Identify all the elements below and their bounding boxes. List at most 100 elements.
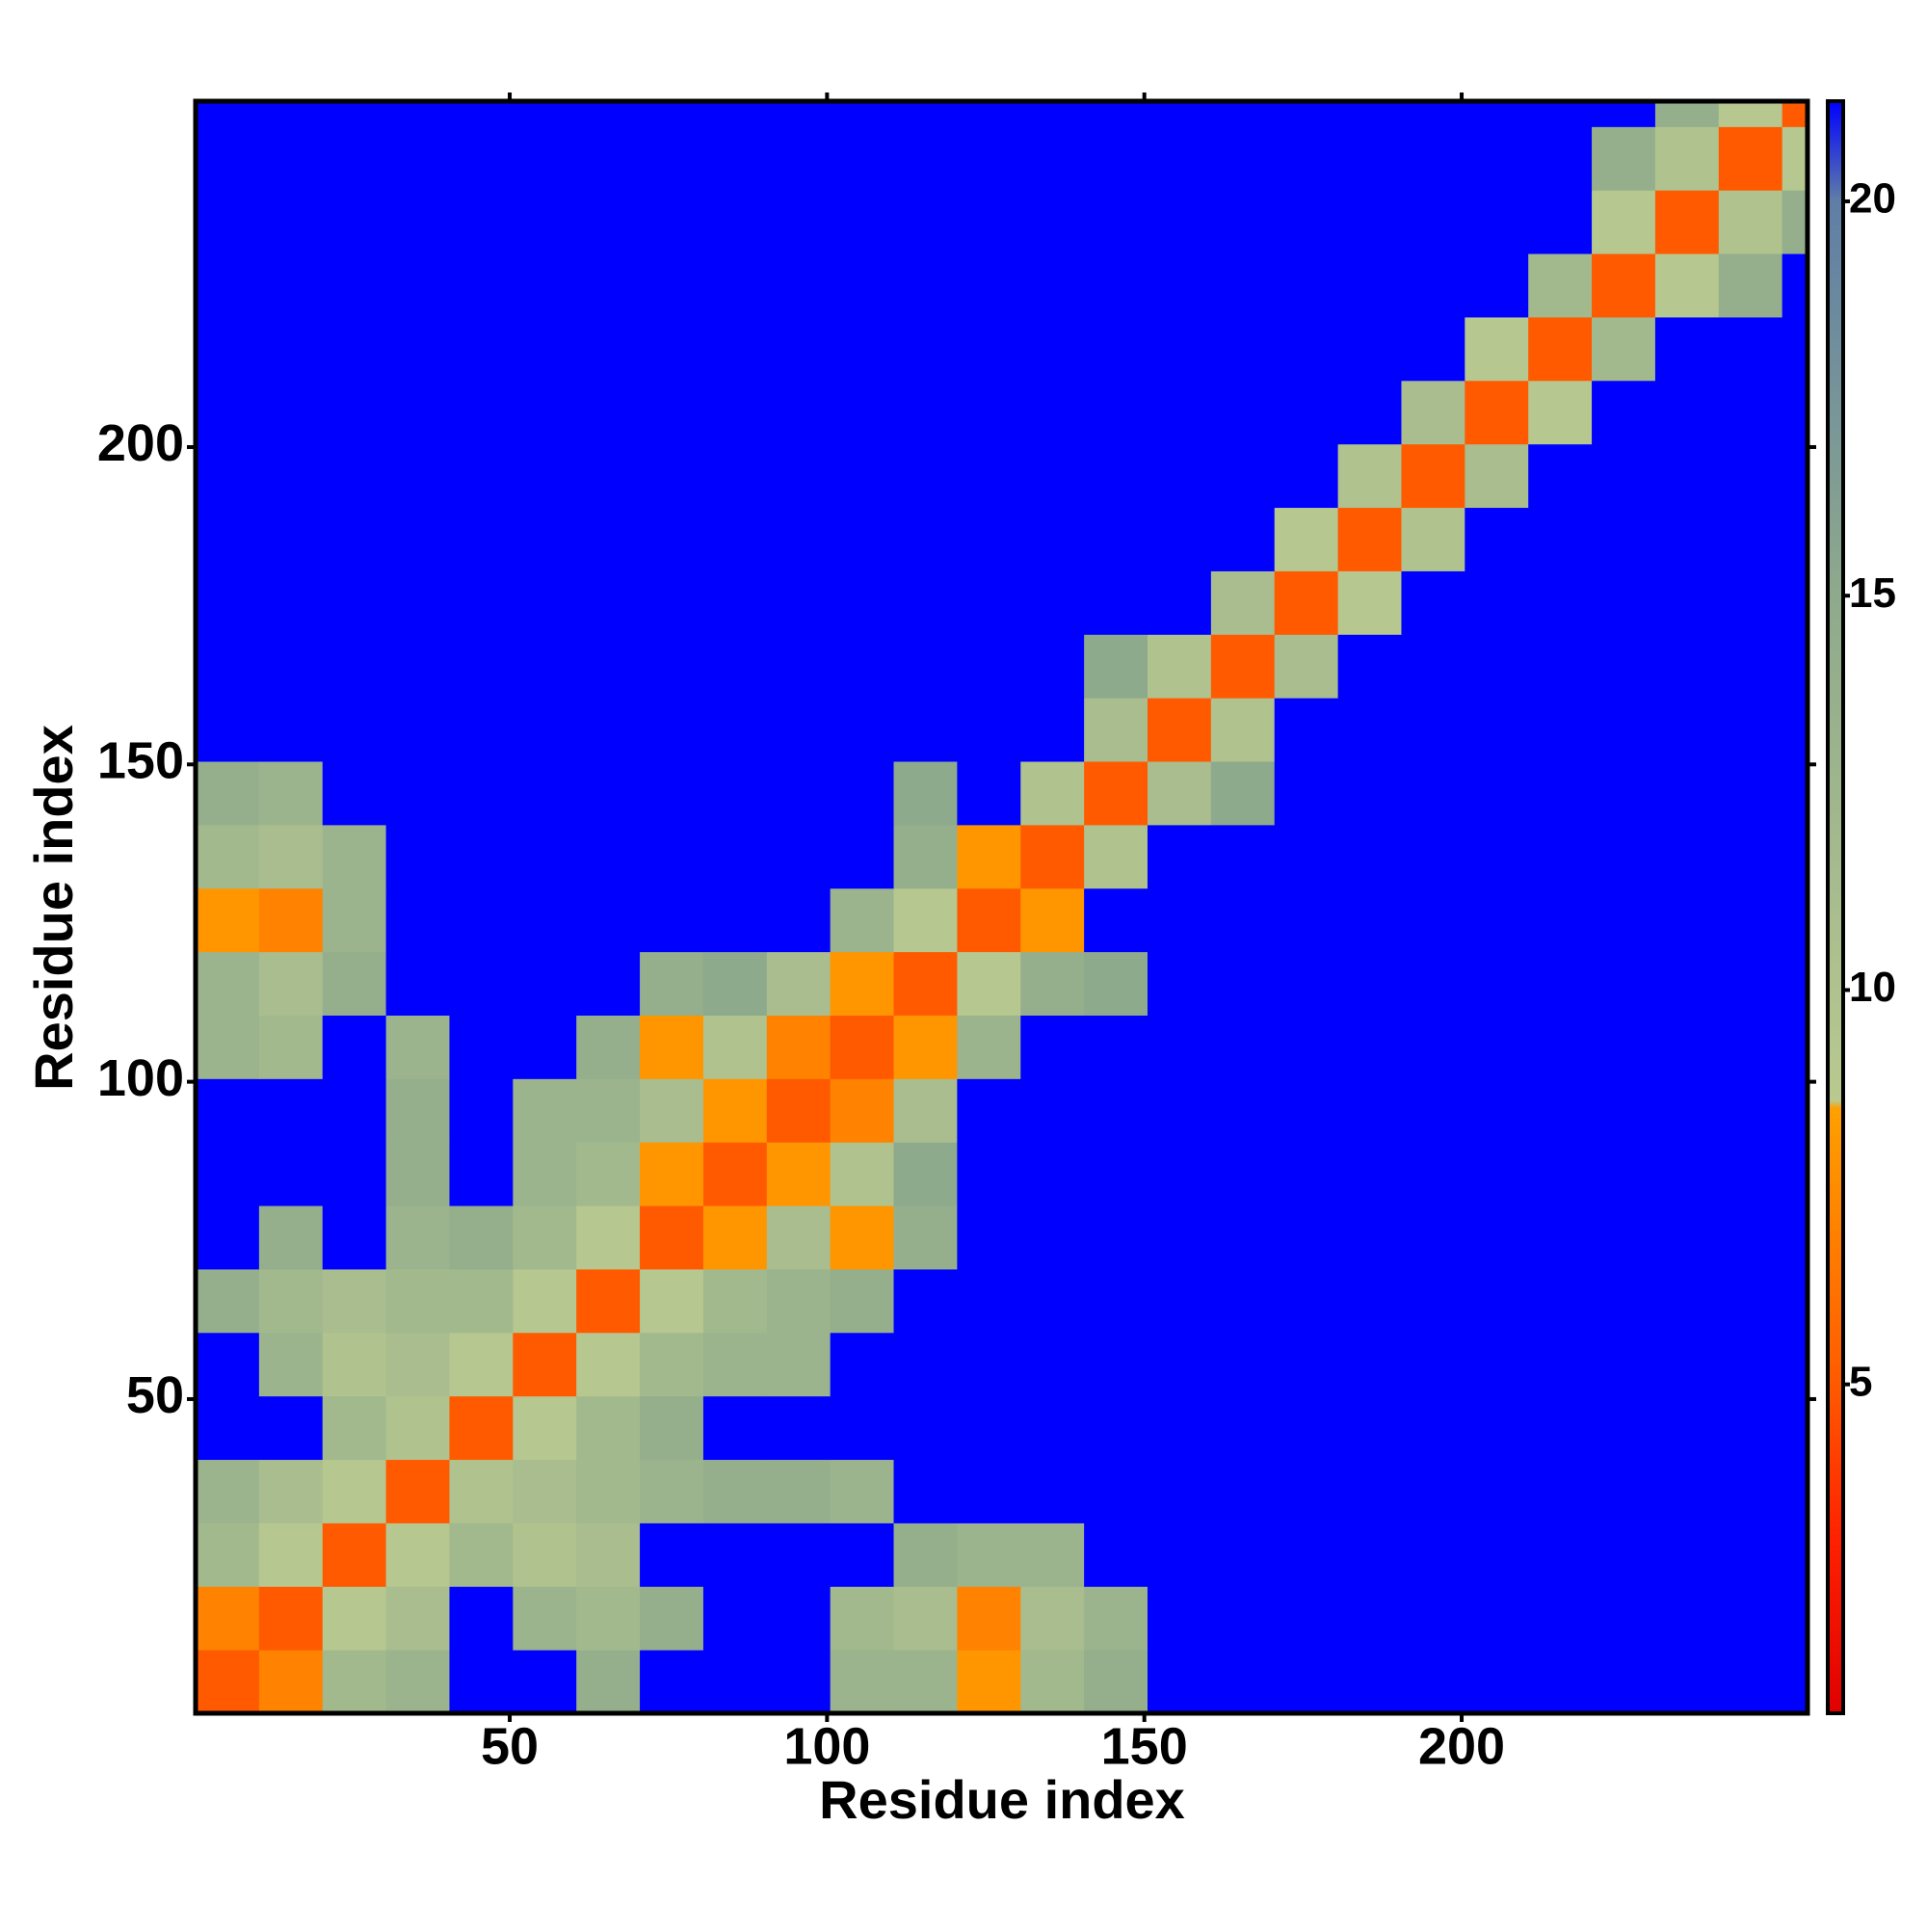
heatmap-cell <box>1718 1332 1783 1397</box>
heatmap-cell <box>640 1395 704 1461</box>
heatmap-cell <box>640 824 704 889</box>
heatmap-cell <box>1147 1650 1212 1714</box>
heatmap-cell <box>1718 824 1783 889</box>
heatmap-cell <box>1782 101 1808 127</box>
heatmap-cell <box>1147 1205 1212 1270</box>
heatmap-cell <box>513 1015 577 1079</box>
heatmap-cell <box>766 1015 832 1079</box>
heatmap-cell <box>258 698 324 762</box>
heatmap-cell <box>1528 1142 1593 1206</box>
heatmap-cell <box>1528 316 1593 382</box>
heatmap-cell <box>640 253 704 318</box>
heatmap-cell <box>640 101 704 127</box>
heatmap-cell <box>322 1586 387 1651</box>
heatmap-cell <box>1654 761 1720 826</box>
heatmap-cell <box>1465 443 1529 509</box>
heatmap-cell <box>1084 190 1148 254</box>
heatmap-cell <box>1401 1142 1465 1206</box>
heatmap-cell <box>1210 698 1276 762</box>
heatmap-cell <box>702 824 768 889</box>
heatmap-cell <box>893 101 958 127</box>
heatmap-cell <box>1274 1522 1339 1587</box>
heatmap-cell <box>449 1332 514 1397</box>
heatmap-cell <box>385 253 450 318</box>
heatmap-cell <box>1401 1205 1465 1270</box>
heatmap-cell <box>1274 698 1339 762</box>
heatmap-cell <box>576 1332 641 1397</box>
heatmap-cell <box>1718 253 1783 318</box>
heatmap-cell <box>1147 634 1212 699</box>
heatmap-cell <box>766 1268 832 1334</box>
heatmap-cell <box>196 570 260 635</box>
heatmap-cell <box>1782 698 1808 762</box>
heatmap-cell <box>385 951 450 1016</box>
heatmap-cell <box>576 634 641 699</box>
heatmap-cell <box>449 570 514 635</box>
heatmap-cell <box>702 570 768 635</box>
heatmap-cell <box>513 1522 577 1587</box>
heatmap-cell <box>1528 443 1593 509</box>
heatmap-cell <box>640 887 704 953</box>
heatmap-cell <box>1274 634 1339 699</box>
heatmap-cell <box>830 570 895 635</box>
heatmap-cell <box>957 761 1021 826</box>
heatmap-cell <box>640 1142 704 1206</box>
heatmap-cell <box>196 380 260 445</box>
heatmap-cell <box>1592 824 1656 889</box>
heatmap-cell <box>957 570 1021 635</box>
heatmap-cell <box>385 507 450 571</box>
heatmap-cell <box>1147 1142 1212 1206</box>
heatmap-cell <box>1020 951 1085 1016</box>
heatmap-cell <box>893 824 958 889</box>
heatmap-cell <box>1592 443 1656 509</box>
heatmap-cell <box>1084 1332 1148 1397</box>
heatmap-cell <box>957 1395 1021 1461</box>
heatmap-cell <box>258 1332 324 1397</box>
heatmap-cell <box>1401 634 1465 699</box>
heatmap-cell <box>385 1586 450 1651</box>
heatmap-cell <box>1592 1142 1656 1206</box>
heatmap-cell <box>576 824 641 889</box>
heatmap-cell <box>449 1586 514 1651</box>
heatmap-cell <box>957 1268 1021 1334</box>
heatmap-cell <box>196 1142 260 1206</box>
heatmap-cell <box>1147 1522 1212 1587</box>
heatmap-cell <box>385 1268 450 1334</box>
heatmap-cell <box>1465 634 1529 699</box>
heatmap-cell <box>1337 253 1402 318</box>
heatmap-cell <box>766 1395 832 1461</box>
heatmap-cell <box>1401 1650 1465 1714</box>
heatmap-cell <box>1337 570 1402 635</box>
heatmap-cell <box>1592 1332 1656 1397</box>
heatmap-cell <box>385 634 450 699</box>
heatmap-cell <box>1654 507 1720 571</box>
heatmap-cell <box>1210 570 1276 635</box>
heatmap-cell <box>702 1586 768 1651</box>
heatmap-cell <box>1147 507 1212 571</box>
heatmap-cell <box>196 1650 260 1714</box>
heatmap-cell <box>1718 570 1783 635</box>
heatmap-cell <box>513 1268 577 1334</box>
heatmap-cell <box>1718 1142 1783 1206</box>
heatmap-cell <box>1337 1268 1402 1334</box>
colorbar-tick-label: 20 <box>1849 175 1896 223</box>
heatmap-cell <box>258 887 324 953</box>
heatmap-cell <box>322 1142 387 1206</box>
y-tick-label: 100 <box>97 1049 184 1107</box>
heatmap-cell <box>1654 126 1720 191</box>
heatmap-cell <box>196 1332 260 1397</box>
heatmap-cell <box>513 1586 577 1651</box>
heatmap-cell <box>576 1522 641 1587</box>
heatmap-cell <box>322 1268 387 1334</box>
heatmap-cell <box>449 951 514 1016</box>
heatmap-cell <box>893 507 958 571</box>
heatmap-cell <box>1592 951 1656 1016</box>
heatmap-cell <box>258 1522 324 1587</box>
heatmap-cell <box>893 1015 958 1079</box>
heatmap-cell <box>893 887 958 953</box>
heatmap-cell <box>1401 1015 1465 1079</box>
heatmap-cell <box>1210 1078 1276 1143</box>
heatmap-cell <box>957 1586 1021 1651</box>
heatmap-cell <box>766 1142 832 1206</box>
